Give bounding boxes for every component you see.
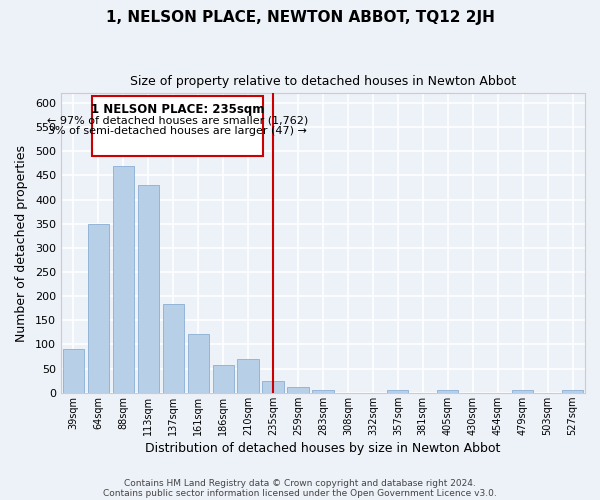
- Y-axis label: Number of detached properties: Number of detached properties: [15, 144, 28, 342]
- Bar: [562, 390, 583, 393]
- Text: Contains HM Land Registry data © Crown copyright and database right 2024.: Contains HM Land Registry data © Crown c…: [124, 478, 476, 488]
- Text: 3% of semi-detached houses are larger (47) →: 3% of semi-detached houses are larger (4…: [48, 126, 307, 136]
- FancyBboxPatch shape: [92, 96, 263, 156]
- Bar: [387, 390, 409, 393]
- Bar: [512, 390, 533, 393]
- Bar: [313, 390, 334, 393]
- Bar: [113, 166, 134, 393]
- Bar: [163, 304, 184, 393]
- Bar: [63, 350, 84, 393]
- X-axis label: Distribution of detached houses by size in Newton Abbot: Distribution of detached houses by size …: [145, 442, 500, 455]
- Bar: [88, 224, 109, 393]
- Bar: [188, 334, 209, 393]
- Title: Size of property relative to detached houses in Newton Abbot: Size of property relative to detached ho…: [130, 75, 516, 88]
- Bar: [238, 359, 259, 393]
- Text: 1 NELSON PLACE: 235sqm: 1 NELSON PLACE: 235sqm: [91, 103, 264, 116]
- Text: ← 97% of detached houses are smaller (1,762): ← 97% of detached houses are smaller (1,…: [47, 115, 308, 125]
- Bar: [262, 380, 284, 393]
- Bar: [212, 365, 234, 393]
- Bar: [437, 390, 458, 393]
- Text: 1, NELSON PLACE, NEWTON ABBOT, TQ12 2JH: 1, NELSON PLACE, NEWTON ABBOT, TQ12 2JH: [106, 10, 494, 25]
- Text: Contains public sector information licensed under the Open Government Licence v3: Contains public sector information licen…: [103, 488, 497, 498]
- Bar: [137, 185, 159, 393]
- Bar: [287, 387, 308, 393]
